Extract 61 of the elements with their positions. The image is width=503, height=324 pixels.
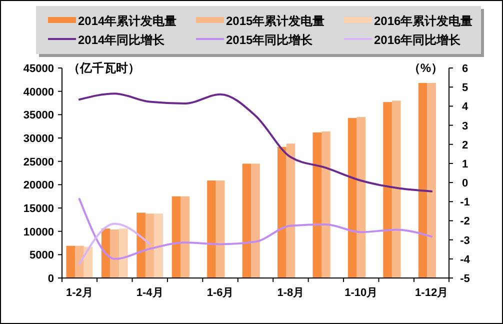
bar bbox=[207, 180, 216, 278]
y2-tick-label: 6 bbox=[462, 63, 468, 75]
legend-label: 2014年累计发电量 bbox=[78, 14, 177, 28]
bar bbox=[154, 214, 164, 278]
bar bbox=[66, 246, 76, 278]
y-tick-label: 10000 bbox=[23, 226, 54, 238]
y2-tick-label: -5 bbox=[460, 273, 470, 285]
x-tick-label: 1-10月 bbox=[344, 287, 378, 299]
y-tick-label: 40000 bbox=[23, 86, 54, 98]
y2-tick-label: 0 bbox=[462, 178, 468, 190]
y-tick-label: 35000 bbox=[23, 110, 54, 122]
bar bbox=[145, 214, 154, 278]
bar bbox=[278, 146, 286, 278]
bar bbox=[392, 100, 401, 278]
y2-tick-label: 5 bbox=[462, 82, 468, 94]
bar bbox=[180, 196, 190, 278]
bar bbox=[110, 229, 120, 278]
legend-label: 2015年累计发电量 bbox=[226, 14, 325, 28]
legend-label: 2016年累计发电量 bbox=[374, 14, 473, 28]
x-tick-label: 1-8月 bbox=[277, 287, 304, 299]
y2-tick-label: -1 bbox=[460, 196, 470, 209]
line-series bbox=[78, 198, 433, 260]
legend-label: 2016年同比增长 bbox=[374, 33, 462, 47]
y2-tick-label: -2 bbox=[460, 216, 470, 228]
x-tick-label: 1-4月 bbox=[136, 287, 164, 299]
y-tick-label: 20000 bbox=[23, 180, 54, 192]
bar bbox=[286, 144, 296, 278]
y2-tick-label: -4 bbox=[460, 254, 471, 266]
bar bbox=[119, 228, 128, 278]
y-tick-label: 0 bbox=[48, 273, 54, 285]
y-axis-title: （亿千瓦时） bbox=[68, 61, 140, 75]
y-tick-label: 25000 bbox=[23, 156, 54, 168]
bar bbox=[136, 212, 146, 278]
legend-label: 2015年同比增长 bbox=[226, 33, 314, 47]
bar bbox=[75, 246, 84, 278]
y2-tick-label: -3 bbox=[460, 234, 470, 247]
y2-tick-label: 3 bbox=[462, 120, 468, 132]
y2-tick-label: 1 bbox=[462, 158, 468, 170]
bar bbox=[322, 131, 330, 278]
bar bbox=[383, 102, 392, 278]
bar bbox=[356, 117, 366, 278]
legend-label: 2014年同比增长 bbox=[78, 33, 166, 47]
bar bbox=[427, 82, 436, 278]
bar bbox=[312, 132, 322, 278]
y2-tick-label: 2 bbox=[462, 139, 468, 152]
y-tick-label: 5000 bbox=[30, 250, 54, 262]
y2-tick-label: 4 bbox=[462, 101, 469, 114]
y-tick-label: 15000 bbox=[23, 203, 54, 215]
bar bbox=[348, 118, 357, 278]
y-tick-label: 45000 bbox=[23, 63, 54, 75]
bar bbox=[251, 164, 260, 278]
bar bbox=[216, 180, 225, 278]
x-tick-label: 1-12月 bbox=[415, 287, 448, 299]
x-tick-label: 1-6月 bbox=[206, 287, 234, 299]
bar bbox=[242, 164, 252, 278]
x-tick-label: 1-2月 bbox=[66, 287, 93, 299]
bar bbox=[418, 82, 428, 278]
bar bbox=[172, 196, 181, 278]
y2-axis-title: （%） bbox=[408, 61, 443, 75]
line-series bbox=[78, 92, 433, 192]
y-tick-label: 30000 bbox=[23, 133, 54, 145]
